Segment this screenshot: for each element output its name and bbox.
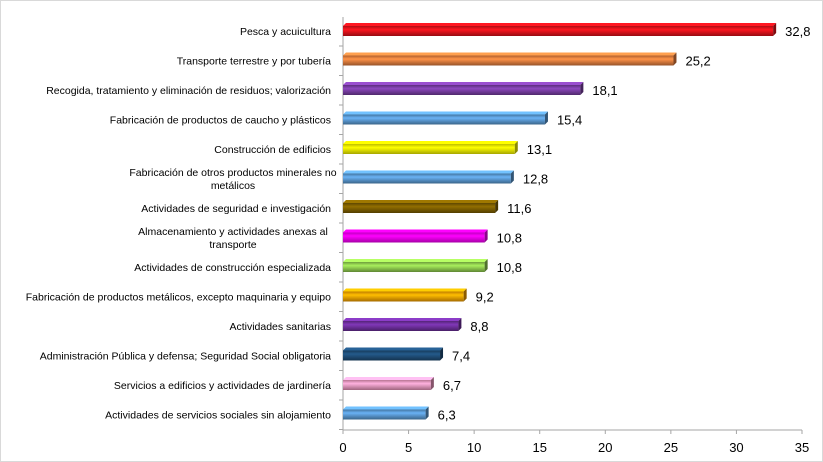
bar [343,350,441,361]
bar-top-face [343,52,677,56]
bar-top-face [343,406,429,410]
value-label: 10,8 [497,231,522,246]
value-label: 11,6 [507,201,531,216]
value-label: 25,2 [685,54,710,69]
category-label: metálicos [211,180,255,192]
bar-top-face [343,82,584,85]
value-label: 15,4 [557,113,582,128]
category-label: Actividades sanitarias [229,321,331,333]
bar-top-face [343,141,518,144]
bar [343,26,774,36]
bar-end-cap [510,170,514,184]
category-label: Servicios a edificios y actividades de j… [114,380,331,392]
x-tick-label: 15 [532,440,546,455]
bar-end-cap [425,406,429,420]
x-tick-label: 35 [795,440,809,455]
category-label: Fabricación de productos de caucho y plá… [110,115,331,127]
x-tick-label: 25 [664,440,678,455]
x-tick-label: 0 [339,440,346,455]
bar [343,380,431,390]
bar-end-cap [430,377,434,390]
category-label: Recogida, tratamiento y eliminación de r… [46,85,331,97]
bar-top-face [343,200,499,203]
category-label: transporte [209,239,256,251]
bar-end-cap [514,141,518,154]
value-label: 13,1 [527,142,552,157]
category-label: Fabricación de productos metálicos, exce… [26,292,331,304]
bar [343,203,496,213]
value-label: 6,3 [438,408,456,423]
bar-top-face [343,347,444,351]
bar-top-face [343,170,514,174]
bar-end-cap [484,259,488,272]
bar-top-face [343,377,434,380]
x-tick-label: 30 [729,440,743,455]
bar [343,55,674,66]
category-label: Actividades de construcción especializad… [134,262,331,274]
value-label: 7,4 [452,349,470,364]
bar-end-cap [458,318,462,331]
bar-top-face [343,23,777,26]
value-label: 10,8 [497,260,522,275]
value-label: 8,8 [470,319,488,334]
bar-top-face [343,229,488,233]
x-tick-label: 20 [598,440,612,455]
value-label: 9,2 [476,290,494,305]
bar-top-face [343,259,488,262]
bar-end-cap [463,288,467,302]
bar-end-cap [773,23,777,36]
bar-end-cap [544,111,548,125]
bar-end-cap [484,229,488,243]
x-tick-label: 10 [467,440,481,455]
bar [343,409,426,420]
bar [343,85,581,95]
bar [343,114,545,125]
category-label: Almacenamiento y actividades anexas al [138,226,328,238]
category-label: Actividades de servicios sociales sin al… [105,410,331,422]
bar [343,144,515,154]
bar [343,262,485,272]
value-label: 18,1 [592,83,617,98]
category-label: Transporte terrestre y por tubería [177,56,331,68]
bar-top-face [343,318,462,321]
category-label: Construcción de edificios [214,144,331,156]
bar-top-face [343,111,548,115]
category-label: Administración Pública y defensa; Seguri… [40,351,331,363]
bar [343,321,459,331]
category-label: Actividades de seguridad e investigación [141,203,331,215]
value-label: 32,8 [785,24,810,39]
bar-end-cap [580,82,584,95]
bar [343,173,511,184]
value-label: 6,7 [443,378,461,393]
x-tick-label: 5 [405,440,412,455]
category-label: Pesca y acuicultura [240,26,331,38]
category-label: Fabricación de otros productos minerales… [129,167,336,179]
value-label: 12,8 [523,172,548,187]
bar-top-face [343,288,467,292]
bar-end-cap [495,200,499,213]
bar-end-cap [440,347,444,361]
bar-end-cap [673,52,677,66]
bar [343,232,485,243]
bar [343,291,464,302]
